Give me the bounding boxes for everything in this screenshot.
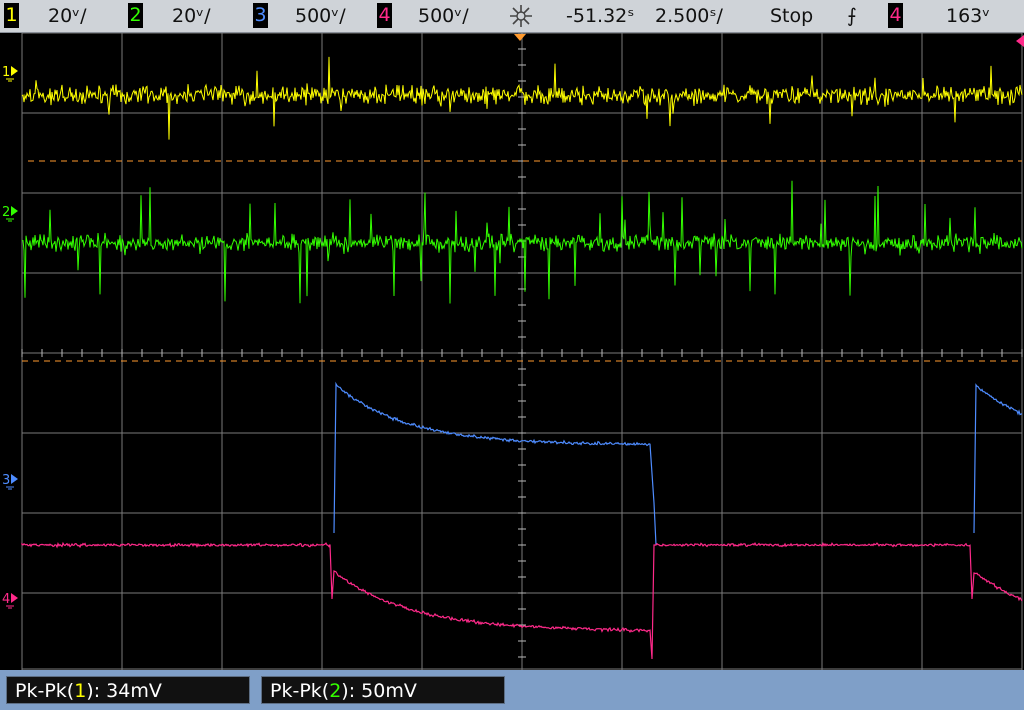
measurement-value: ): 34mV [86,680,162,702]
delay-icon [510,5,532,27]
graticule [21,33,1023,670]
waveform-display[interactable]: 1 2 3 4 [0,33,1024,670]
channel-1-scale: 20ᵛ/ [48,5,87,27]
delay-value: -51.32ˢ [566,5,635,27]
channel-4-scale: 500ᵛ/ [418,5,469,27]
svg-text:4: 4 [2,592,10,607]
channel-1-badge[interactable]: 1 [4,3,19,28]
measurement-label: Pk-Pk( [270,680,330,702]
measurement-pkpk-2[interactable]: Pk-Pk(2): 50mV [261,676,505,704]
channel-1-trace [21,56,1023,140]
measurement-channel: 1 [74,680,87,702]
trigger-level-marker[interactable] [1016,35,1024,47]
traces [21,56,1023,660]
measurement-channel: 2 [329,680,342,702]
ground-marker-1[interactable]: 1 [2,65,18,82]
ground-marker-3[interactable]: 3 [2,473,18,490]
channel-2-scale: 20ᵛ/ [172,5,211,27]
measurement-label: Pk-Pk( [15,680,75,702]
run-state[interactable]: Stop [770,5,814,27]
channel-2-trace [21,180,1023,304]
channel-4-badge[interactable]: 4 [377,3,392,28]
channel-2-badge[interactable]: 2 [128,3,143,28]
measurement-pkpk-1[interactable]: Pk-Pk(1): 34mV [6,676,250,704]
channel-4-trace [21,541,1023,660]
timebase-value: 2.500ˢ/ [655,5,723,27]
status-bar: 1 20ᵛ/ 2 20ᵛ/ 3 500ᵛ/ 4 500ᵛ/ -51.32ˢ 2.… [0,0,1024,33]
channel-3-scale: 500ᵛ/ [295,5,346,27]
trigger-level: 163ᵛ [946,5,991,27]
trigger-position-marker[interactable] [514,34,526,41]
measurement-bar: Pk-Pk(1): 34mV Pk-Pk(2): 50mV [0,670,1024,710]
svg-text:1: 1 [2,65,10,80]
ground-markers: 1 2 3 4 [2,65,18,609]
waveform-canvas: 1 2 3 4 [2,33,1024,670]
trigger-source-badge[interactable]: 4 [888,3,903,28]
ground-marker-2[interactable]: 2 [2,205,18,222]
ground-marker-4[interactable]: 4 [2,592,18,609]
svg-text:3: 3 [2,473,10,488]
channel-3-badge[interactable]: 3 [253,3,268,28]
channel-3-trace [333,381,1023,546]
trigger-slope-icon: ⨍ [847,5,857,27]
svg-text:2: 2 [2,205,10,220]
measurement-value: ): 50mV [341,680,417,702]
